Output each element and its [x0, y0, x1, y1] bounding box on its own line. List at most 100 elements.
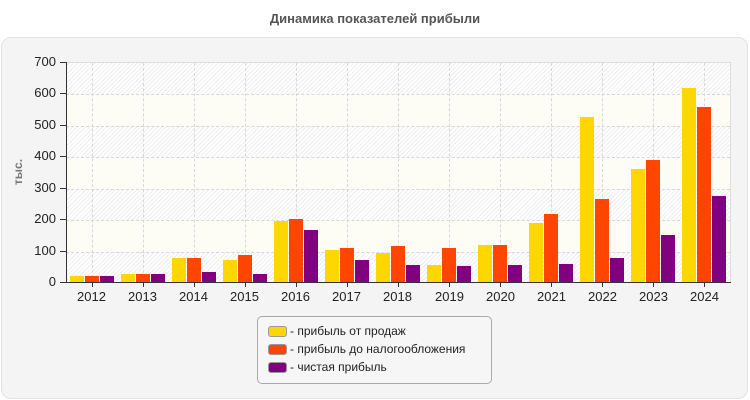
x-tick-label: 2015	[230, 289, 259, 304]
bar-2018-series-1[interactable]	[391, 246, 405, 283]
x-tick-label: 2018	[383, 289, 412, 304]
x-tick-label: 2017	[332, 289, 361, 304]
v-gridline	[347, 63, 348, 283]
v-gridline	[245, 63, 246, 283]
y-axis-line	[66, 62, 67, 283]
x-tick	[296, 282, 297, 287]
y-tick-label: 0	[48, 274, 56, 289]
x-tick	[194, 282, 195, 287]
x-tick-label: 2012	[77, 289, 106, 304]
v-gridline	[92, 63, 93, 283]
y-tick	[60, 125, 66, 126]
x-tick	[602, 282, 603, 287]
bar-2018-series-2[interactable]	[406, 265, 420, 283]
x-tick-label: 2014	[179, 289, 208, 304]
bar-2020-series-2[interactable]	[508, 265, 522, 283]
bar-2015-series-2[interactable]	[253, 274, 267, 283]
y-tick-label: 200	[34, 211, 56, 226]
bar-2017-series-1[interactable]	[340, 248, 354, 283]
bar-2014-series-1[interactable]	[187, 258, 201, 283]
x-tick	[500, 282, 501, 287]
x-tick-label: 2020	[486, 289, 515, 304]
bar-2019-series-0[interactable]	[427, 265, 441, 283]
bar-2021-series-0[interactable]	[529, 223, 543, 283]
legend-item-sales-profit[interactable]: - прибыль от продаж	[268, 323, 406, 339]
y-tick	[60, 282, 66, 283]
bar-2020-series-1[interactable]	[493, 245, 507, 283]
bar-2021-series-1[interactable]	[544, 214, 558, 283]
y-tick	[60, 188, 66, 189]
x-tick	[551, 282, 552, 287]
v-gridline	[500, 63, 501, 283]
legend-label: - прибыль до налогообложения	[290, 342, 466, 356]
x-tick-label: 2022	[588, 289, 617, 304]
bar-2015-series-1[interactable]	[238, 255, 252, 283]
v-gridline	[551, 63, 552, 283]
v-gridline	[143, 63, 144, 283]
legend-label: - чистая прибыль	[290, 360, 387, 374]
x-tick-label: 2023	[639, 289, 668, 304]
bar-2023-series-0[interactable]	[631, 169, 645, 283]
y-tick-label: 100	[34, 243, 56, 258]
bar-2022-series-2[interactable]	[610, 258, 624, 283]
y-tick-label: 600	[34, 85, 56, 100]
bar-2023-series-2[interactable]	[661, 235, 675, 283]
bar-2019-series-1[interactable]	[442, 248, 456, 283]
y-tick-label: 700	[34, 54, 56, 69]
y-tick	[60, 219, 66, 220]
x-tick	[347, 282, 348, 287]
x-tick	[653, 282, 654, 287]
chart-title: Динамика показателей прибыли	[269, 11, 481, 26]
bar-2019-series-2[interactable]	[457, 266, 471, 283]
bar-2022-series-1[interactable]	[595, 199, 609, 283]
bar-2013-series-1[interactable]	[136, 274, 150, 283]
legend-item-net-profit[interactable]: - чистая прибыль	[268, 359, 387, 375]
x-tick-label: 2016	[281, 289, 310, 304]
legend-swatch-orange	[268, 343, 287, 355]
bar-2024-series-2[interactable]	[712, 196, 726, 283]
x-tick	[449, 282, 450, 287]
bar-2022-series-0[interactable]	[580, 117, 594, 283]
x-tick	[143, 282, 144, 287]
v-gridline	[296, 63, 297, 283]
x-tick-label: 2021	[537, 289, 566, 304]
x-tick	[92, 282, 93, 287]
x-tick	[398, 282, 399, 287]
bar-2016-series-1[interactable]	[289, 219, 303, 283]
legend-label: - прибыль от продаж	[290, 324, 406, 338]
v-gridline	[398, 63, 399, 283]
bar-2012-series-1[interactable]	[85, 276, 99, 283]
x-tick	[245, 282, 246, 287]
v-gridline	[449, 63, 450, 283]
y-tick	[60, 156, 66, 157]
legend-swatch-yellow	[268, 325, 287, 337]
bar-2016-series-0[interactable]	[274, 221, 288, 283]
y-tick	[60, 251, 66, 252]
v-gridline	[602, 63, 603, 283]
bar-2024-series-1[interactable]	[697, 107, 711, 283]
bar-2012-series-0[interactable]	[70, 276, 84, 283]
bar-2021-series-2[interactable]	[559, 264, 573, 283]
bar-2023-series-1[interactable]	[646, 160, 660, 283]
y-axis-title: тыс.	[11, 158, 25, 186]
legend: - прибыль от продаж - прибыль до налогоо…	[257, 316, 492, 384]
x-tick-label: 2019	[435, 289, 464, 304]
bar-2016-series-2[interactable]	[304, 230, 318, 283]
x-tick-label: 2024	[690, 289, 719, 304]
v-gridline	[194, 63, 195, 283]
bar-2017-series-2[interactable]	[355, 260, 369, 283]
bar-2018-series-0[interactable]	[376, 253, 390, 283]
bar-2012-series-2[interactable]	[100, 276, 114, 283]
bar-2013-series-2[interactable]	[151, 274, 165, 283]
bar-2015-series-0[interactable]	[223, 260, 237, 283]
bar-2014-series-2[interactable]	[202, 272, 216, 283]
bar-2020-series-0[interactable]	[478, 245, 492, 283]
y-tick-label: 400	[34, 148, 56, 163]
bar-2024-series-0[interactable]	[682, 88, 696, 283]
bar-2014-series-0[interactable]	[172, 258, 186, 283]
bar-2013-series-0[interactable]	[121, 274, 135, 283]
bar-2017-series-0[interactable]	[325, 250, 339, 283]
plot-area	[66, 62, 731, 283]
legend-item-pretax-profit[interactable]: - прибыль до налогообложения	[268, 341, 465, 357]
legend-swatch-purple	[268, 361, 287, 373]
